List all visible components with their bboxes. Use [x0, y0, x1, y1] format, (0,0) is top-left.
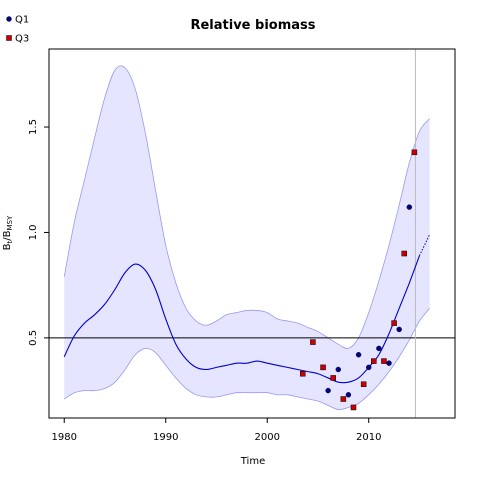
q3-point — [310, 339, 316, 345]
q3-point — [371, 358, 377, 364]
estimate-line — [63, 255, 420, 384]
confidence-band-layer — [63, 65, 430, 411]
q3-point — [401, 250, 407, 257]
confidence-band-upper — [63, 65, 430, 350]
y-axis-title-mid: /B — [2, 230, 13, 240]
y-tick-label: 1.0 — [28, 224, 39, 240]
confidence-band-lower — [64, 308, 430, 411]
legend-marker-q3 — [6, 35, 12, 41]
q1-point — [376, 345, 382, 352]
legend-label: Q1 — [15, 15, 29, 26]
x-axis: 1980 1990 2000 2010 — [51, 418, 381, 443]
y-axis-title-main: B — [2, 243, 13, 250]
q3-point — [360, 381, 367, 388]
q1-point — [406, 204, 413, 210]
q3-point — [330, 375, 336, 381]
q1-point — [386, 360, 392, 366]
y-axis-title: Bt/BMSY — [2, 215, 14, 250]
q1-point — [345, 392, 352, 398]
legend-marker-q1 — [6, 16, 12, 22]
q3-point — [350, 404, 357, 411]
q1-point — [366, 364, 372, 371]
x-tick-label: 1990 — [153, 432, 178, 443]
projection-line — [419, 234, 431, 256]
y-axis: 0.5 1.0 1.5 — [28, 119, 49, 346]
q3-point — [411, 149, 418, 156]
confidence-band-area — [64, 65, 430, 410]
x-tick-label: 2010 — [356, 432, 381, 443]
x-tick-label: 2000 — [254, 432, 279, 443]
y-axis-title-sub1: t — [6, 240, 14, 243]
q1-point — [325, 387, 331, 394]
x-tick-label: 1980 — [51, 432, 76, 443]
q3-point — [300, 370, 306, 377]
estimate-line-layer — [63, 234, 431, 384]
legend-label: Q3 — [15, 34, 29, 45]
q1-point — [335, 366, 341, 373]
x-axis-title: Time — [240, 456, 265, 467]
plot-frame — [48, 48, 456, 419]
y-tick-label: 1.5 — [28, 119, 39, 135]
y-axis-title-sub2: MSY — [6, 215, 14, 230]
q3-point — [340, 396, 347, 402]
legend: Q1 Q3 — [6, 15, 29, 45]
q3-point — [391, 320, 397, 326]
q1-point — [355, 352, 362, 358]
observation-points-layer — [300, 149, 418, 411]
y-tick-label: 0.5 — [28, 330, 39, 346]
q1-point — [396, 326, 402, 333]
q3-point — [320, 364, 326, 371]
chart-title: Relative biomass — [190, 18, 315, 33]
q3-point — [381, 358, 387, 364]
